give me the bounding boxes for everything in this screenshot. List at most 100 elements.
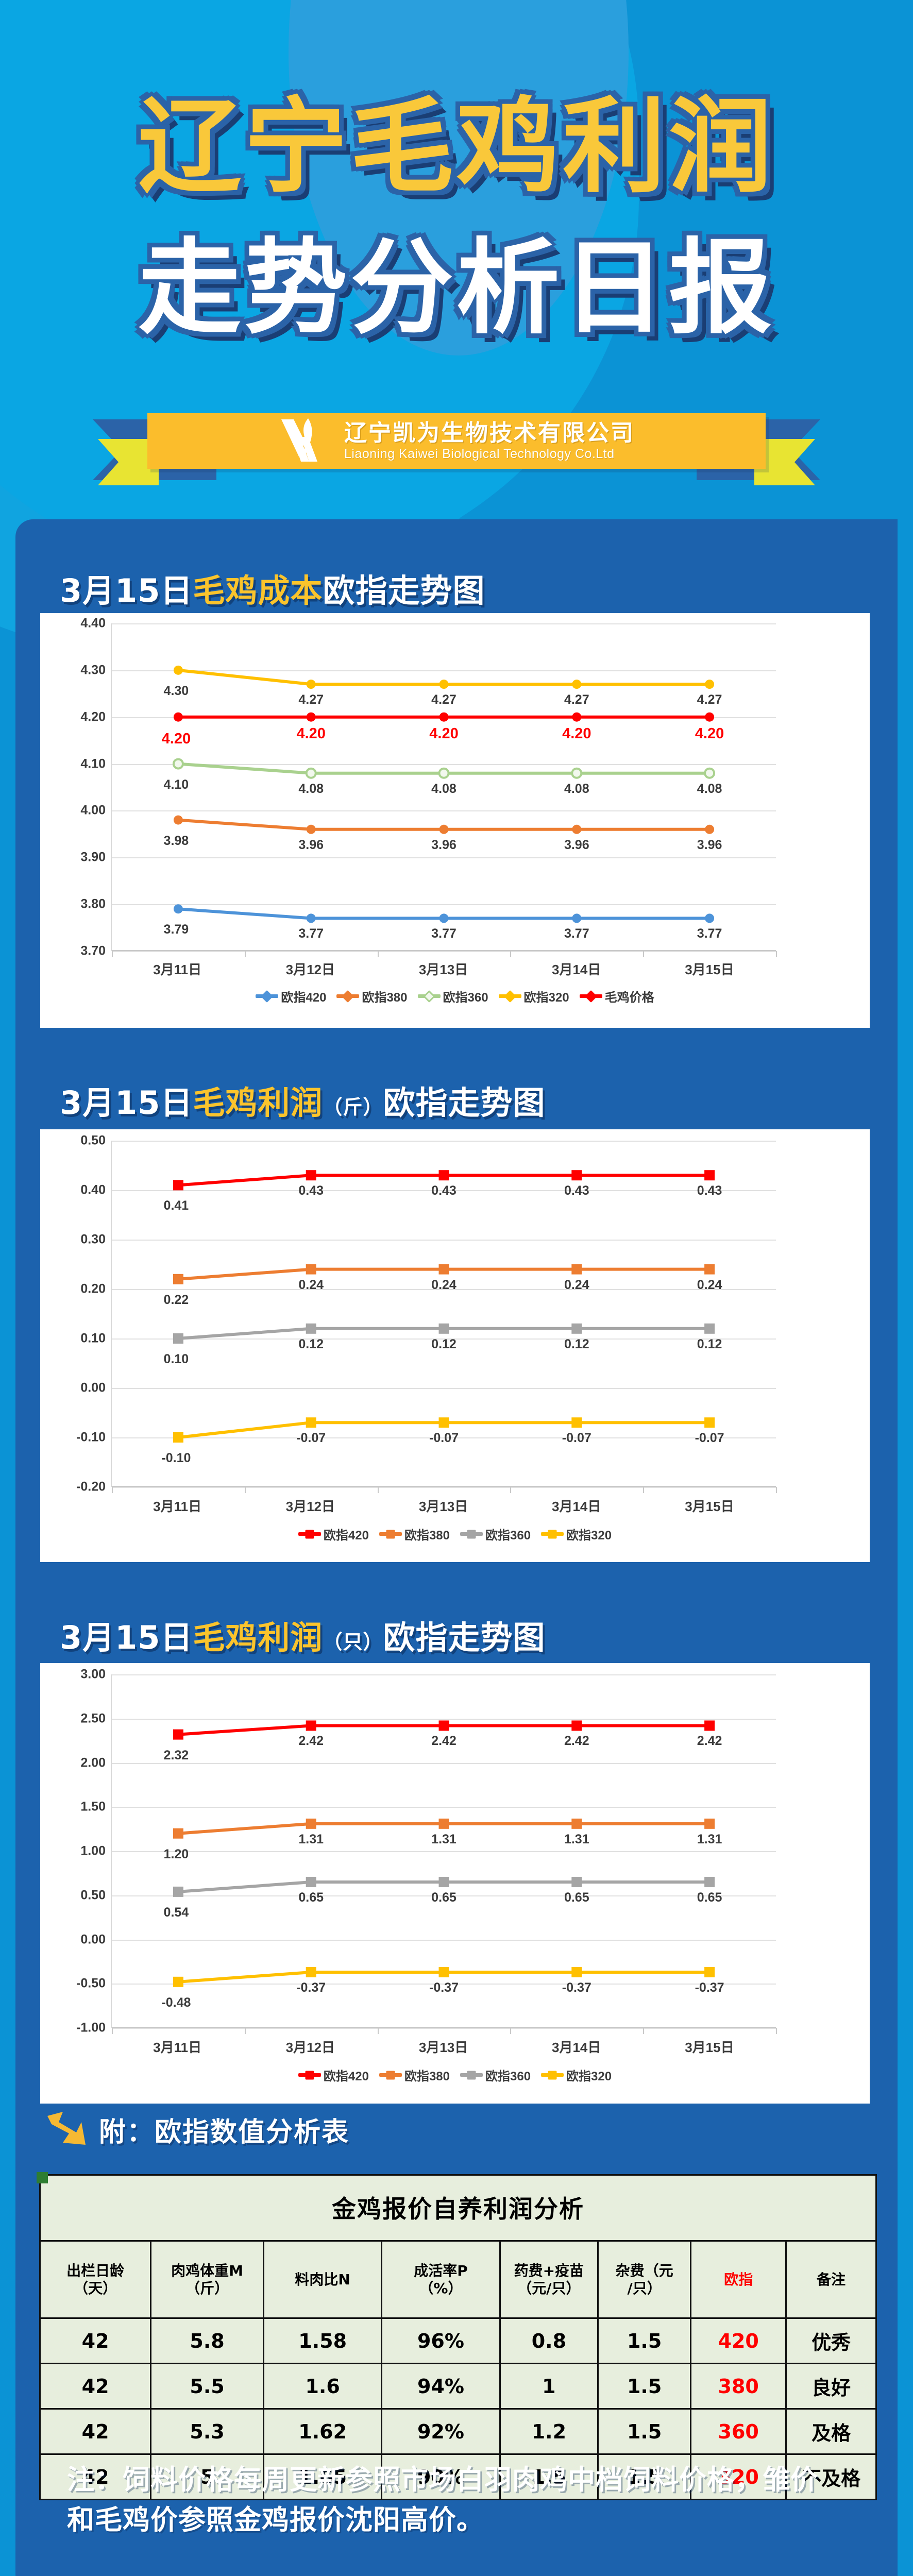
data-point-marker xyxy=(306,1170,316,1181)
chart2-plot-area: -0.20 -0.10 0.00 0.10 0.20 0.30 0.40 0.50 0.41 0.… xyxy=(76,1133,777,1494)
data-point-label: 4.27 xyxy=(298,692,324,707)
legend-item[interactable]: 欧指320 xyxy=(537,1525,615,1543)
data-point-label: 3.96 xyxy=(697,837,722,852)
data-point-marker xyxy=(571,1967,582,1977)
legend-marker xyxy=(342,990,354,1003)
y-axis-tick-label: 0.50 xyxy=(80,1133,106,1148)
data-point-label: 4.10 xyxy=(163,777,189,792)
data-point-marker xyxy=(704,767,716,779)
legend-label: 欧指380 xyxy=(362,991,408,1005)
legend-item[interactable]: 欧指420 xyxy=(252,987,330,1005)
legend-item[interactable]: 欧指380 xyxy=(376,2066,453,2084)
data-point-label: 0.43 xyxy=(697,1183,722,1198)
data-point-marker xyxy=(173,1886,183,1897)
data-point-marker xyxy=(572,913,582,923)
legend-item[interactable]: 毛鸡价格 xyxy=(576,987,658,1005)
chart3-plot-area: -1.00 -0.50 0.00 0.50 1.00 1.50 2.00 2.50 3.00 2.… xyxy=(76,1667,777,2035)
data-point-marker xyxy=(173,904,183,914)
x-axis-tick xyxy=(510,1487,512,1493)
data-point-marker xyxy=(705,712,715,722)
data-point-label: 3.96 xyxy=(298,837,324,852)
legend-item[interactable]: 欧指320 xyxy=(537,2066,615,2084)
data-point-label: 4.30 xyxy=(163,683,189,698)
legend-item[interactable]: 欧指360 xyxy=(457,2066,534,2084)
data-point-label: 2.42 xyxy=(298,1734,324,1749)
table-cell: 5.8 xyxy=(150,2317,264,2364)
data-point-label: 0.65 xyxy=(564,1890,589,1905)
legend-marker xyxy=(422,990,435,1003)
chart1-x-labels: 3月11日 3月12日 3月13日 3月14日 3月15日 xyxy=(111,959,776,978)
legend-item[interactable]: 欧指380 xyxy=(376,1525,453,1543)
y-axis-tick-label: 0.10 xyxy=(80,1331,106,1346)
legend-item[interactable]: 欧指420 xyxy=(295,1525,373,1543)
legend-swatch xyxy=(541,2071,564,2079)
data-point-label: 0.12 xyxy=(697,1336,722,1351)
gridline xyxy=(112,1984,776,1985)
section3-prefix: 3月15日 xyxy=(60,1619,193,1656)
table-row: 42 5.5 1.6 94% 1 1.5 380 良好 xyxy=(39,2363,877,2410)
data-point-marker xyxy=(571,1170,582,1181)
chart-card-cost: 3.70 3.80 3.90 4.00 4.10 4.20 4.30 4.40 3.79 3.77… xyxy=(40,613,870,1028)
x-axis-label: 3月15日 xyxy=(685,2040,734,2055)
legend-item[interactable]: 欧指320 xyxy=(495,987,573,1005)
legend-item[interactable]: 欧指420 xyxy=(295,2066,373,2084)
chart1-plot-area: 3.70 3.80 3.90 4.00 4.10 4.20 4.30 4.40 3.79 3.77… xyxy=(80,616,777,958)
legend-swatch xyxy=(460,1530,483,1538)
y-axis-tick-label: 3.90 xyxy=(80,850,106,865)
data-point-marker xyxy=(306,913,316,923)
y-axis-tick-label: 4.00 xyxy=(80,803,106,818)
x-axis-label: 3月12日 xyxy=(285,962,335,977)
gridline xyxy=(112,670,776,671)
data-point-marker xyxy=(173,665,183,675)
legend-item[interactable]: 欧指360 xyxy=(457,1525,534,1543)
y-axis-tick-label: 0.40 xyxy=(80,1182,106,1197)
x-axis-tick xyxy=(244,2028,246,2034)
legend-item[interactable]: 欧指380 xyxy=(333,987,411,1005)
data-point-marker xyxy=(306,1323,316,1334)
company-ribbon: 辽宁凯为生物技术有限公司 Liaoning Kaiwei Biological … xyxy=(0,408,913,496)
attachment-heading: 附：欧指数值分析表 xyxy=(45,2110,349,2149)
hero-title-line2-text: 走势分析日报 xyxy=(138,228,775,348)
table-cell: 420 xyxy=(690,2317,787,2364)
data-point-label: 1.31 xyxy=(298,1832,324,1846)
gridline xyxy=(112,623,776,624)
y-axis-tick-label: 4.10 xyxy=(80,756,106,771)
data-point-label: -0.48 xyxy=(161,1995,191,2010)
legend-label: 欧指320 xyxy=(523,991,569,1005)
ribbon-body: 辽宁凯为生物技术有限公司 Liaoning Kaiwei Biological … xyxy=(147,413,766,469)
x-axis-line xyxy=(112,2027,776,2028)
table-cell: 良好 xyxy=(785,2363,877,2410)
gridline xyxy=(112,1487,776,1488)
table-cell: 42 xyxy=(39,2363,152,2410)
x-axis-label: 3月13日 xyxy=(418,962,468,977)
data-point-label: 4.08 xyxy=(431,781,457,796)
data-point-label: 2.32 xyxy=(163,1748,189,1762)
legend-swatch xyxy=(256,990,279,1003)
data-point-label: -0.10 xyxy=(161,1451,191,1465)
y-axis-tick-label: 0.30 xyxy=(80,1232,106,1247)
chart-series-layer xyxy=(172,665,716,923)
data-point-marker xyxy=(306,1264,316,1275)
x-axis-tick xyxy=(112,951,113,957)
data-point-marker xyxy=(306,1967,316,1977)
legend-label: 欧指380 xyxy=(404,2070,450,2083)
kaiwei-logo-icon xyxy=(281,418,317,462)
data-point-marker xyxy=(571,1323,582,1334)
data-point-marker xyxy=(438,1877,449,1888)
data-point-label: -0.07 xyxy=(695,1431,724,1446)
data-point-marker xyxy=(173,712,183,722)
hero-banner: 辽宁毛鸡利润 走势分析日报 xyxy=(0,0,913,520)
legend-marker xyxy=(386,2071,395,2079)
legend-swatch xyxy=(336,990,360,1003)
table-header-cell: 备注 xyxy=(785,2240,877,2319)
x-axis-tick xyxy=(510,2028,512,2034)
y-axis-tick-label: 0.00 xyxy=(80,1932,106,1946)
hero-title-line1: 辽宁毛鸡利润 xyxy=(0,96,913,199)
gridline xyxy=(112,2028,776,2029)
data-point-marker xyxy=(438,1264,449,1275)
table-cell: 5.3 xyxy=(150,2408,264,2455)
legend-item[interactable]: 欧指360 xyxy=(414,987,492,1005)
legend-marker xyxy=(467,2071,476,2079)
data-point-label: 4.20 xyxy=(562,725,591,742)
gridline xyxy=(112,1807,776,1808)
